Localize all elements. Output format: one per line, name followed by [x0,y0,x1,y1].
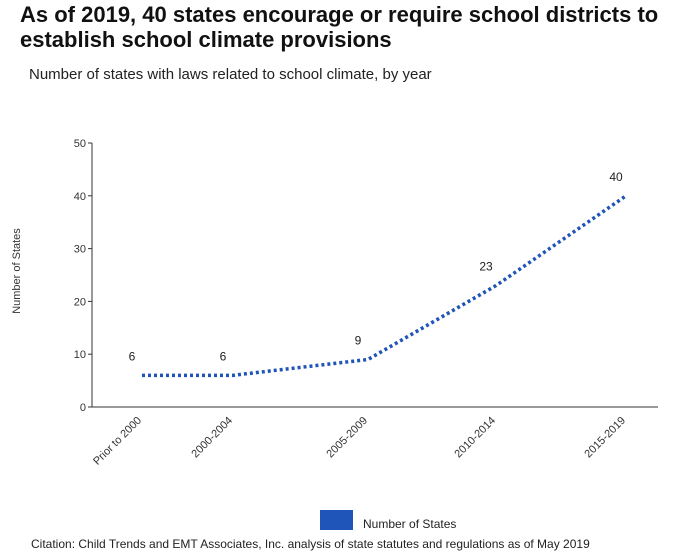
x-tick-label: 2015-2019 [582,415,628,461]
y-tick-label: 10 [74,349,86,361]
x-tick-label: Prior to 2000 [91,415,144,468]
y-tick-label: 40 [74,191,86,203]
y-tick-label: 50 [74,138,86,150]
chart-axes [91,143,658,408]
chart-subtitle: Number of states with laws related to sc… [29,66,432,83]
legend-label: Number of States [363,517,457,531]
x-tick-label: 2005-2009 [324,415,370,461]
x-tick-labels: Prior to 2000 2000-2004 2005-2009 2010-2014… [91,415,628,468]
data-label: 23 [479,260,493,274]
citation: Citation: Child Trends and EMT Associate… [31,537,590,551]
data-label: 6 [129,349,136,363]
y-tick-labels: 0 10 20 30 40 50 [74,138,92,414]
data-label: 9 [355,333,362,347]
y-tick-label: 20 [74,296,86,308]
y-tick-label: 30 [74,244,86,256]
legend-swatch [320,510,353,530]
legend: Number of States [320,509,456,531]
chart-title: As of 2019, 40 states encourage or requi… [20,2,659,52]
series-line [142,194,627,378]
series-group [142,194,627,378]
data-label: 40 [609,170,623,184]
x-tick-label: 2010-2014 [452,415,498,461]
data-labels: 6 6 9 23 40 [129,170,623,364]
line-chart: 0 10 20 30 40 50 Prior to 2000 2000-2004 2005-2… [74,138,658,468]
y-tick-label: 0 [80,402,86,414]
x-tick-label: 2000-2004 [189,415,235,461]
data-label: 6 [220,349,227,363]
